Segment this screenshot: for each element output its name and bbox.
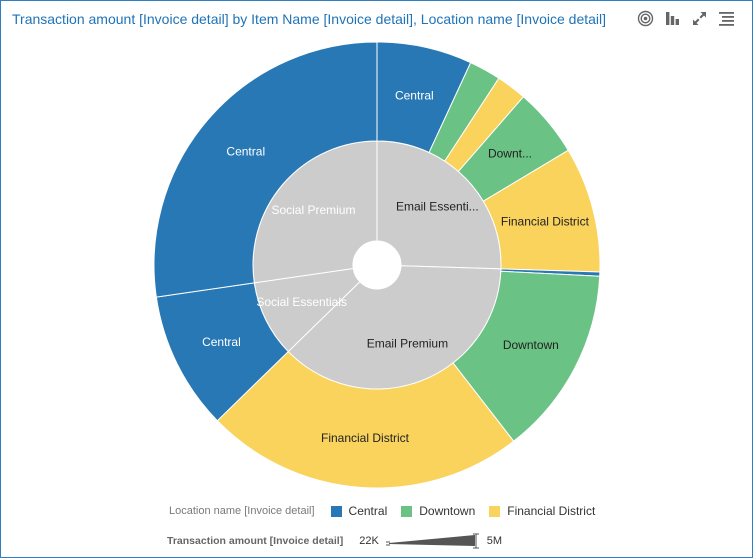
size-legend-max: 5M <box>486 535 503 547</box>
color-legend: Location name [Invoice detail] Central D… <box>169 504 609 518</box>
expand-icon[interactable] <box>690 9 709 28</box>
chart-toolbar <box>636 9 736 28</box>
size-legend-title: Transaction amount [Invoice detail] <box>167 535 344 547</box>
outer-segment-label: Financial District <box>321 431 410 445</box>
inner-segment-label: Social Essentials <box>256 295 347 309</box>
sunburst-chart: Email Essenti... Email Premium Social Esse… <box>153 41 601 489</box>
inner-segment-label: Email Essenti... <box>396 200 479 214</box>
legend-label: Downtown <box>419 504 476 518</box>
size-legend: Transaction amount [Invoice detail] 22K … <box>167 533 502 549</box>
legend-label: Central <box>348 504 388 518</box>
legend-label: Financial District <box>507 504 596 518</box>
list-menu-icon[interactable] <box>717 9 736 28</box>
inner-segment-label: Social Premium <box>271 203 355 217</box>
legend-item-central[interactable]: Central <box>330 504 388 518</box>
outer-segment-label: Financial District <box>501 214 590 228</box>
legend-swatch <box>489 505 501 517</box>
legend-item-downtown[interactable]: Downtown <box>401 504 475 518</box>
radial-target-icon[interactable] <box>636 9 655 28</box>
bar-chart-icon[interactable] <box>663 9 682 28</box>
chart-title: Transaction amount [Invoice detail] by I… <box>12 11 607 27</box>
legend-swatch <box>401 505 413 517</box>
outer-segment[interactable] <box>216 350 515 489</box>
size-ramp-icon <box>385 533 479 549</box>
size-legend-min: 22K <box>359 535 379 547</box>
outer-segment-label: Central <box>226 144 265 158</box>
outer-segment-label: Downt... <box>488 147 532 161</box>
outer-segment-label: Downtown <box>503 338 559 352</box>
outer-segment-label: Central <box>202 335 241 349</box>
outer-segment[interactable] <box>153 41 378 298</box>
legend-title: Location name [Invoice detail] <box>169 505 315 517</box>
legend-item-financial-district[interactable]: Financial District <box>489 504 595 518</box>
legend-swatch <box>330 505 342 517</box>
outer-segment-label: Central <box>395 89 434 103</box>
inner-segment-label: Email Premium <box>367 336 448 350</box>
